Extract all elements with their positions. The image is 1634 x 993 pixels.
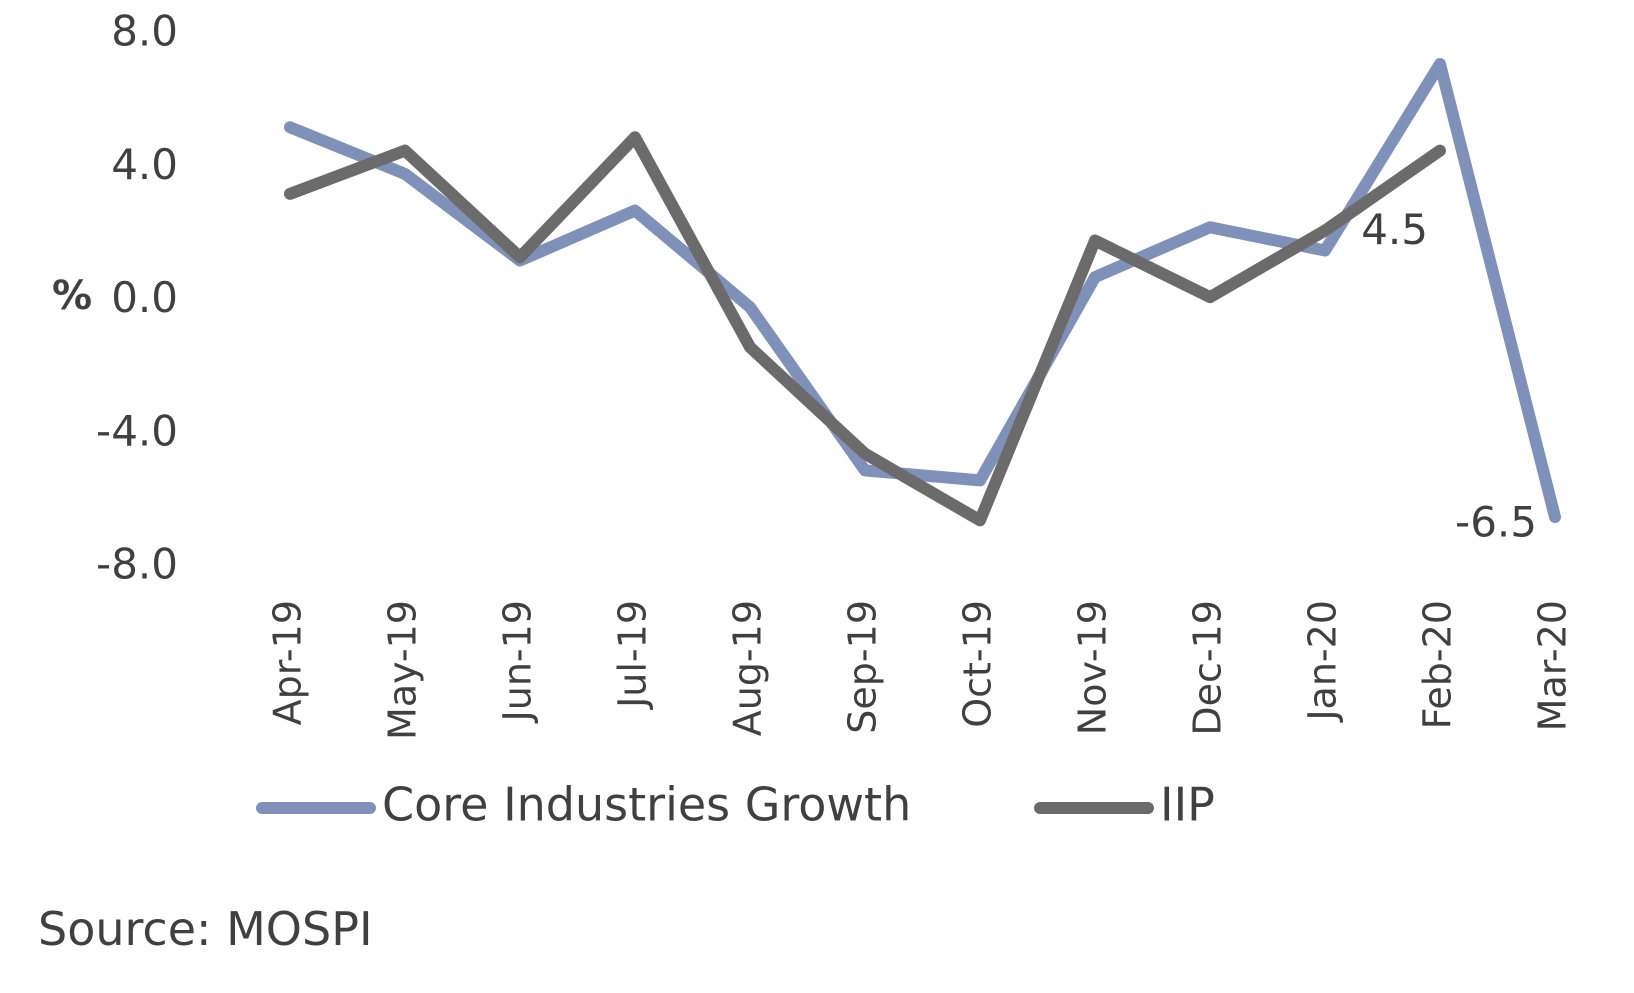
y-axis-label: % [52, 273, 92, 319]
x-tick-label: Jan-20 [1301, 600, 1345, 723]
source-note: Source: MOSPI [38, 902, 373, 956]
x-tick-label: Jul-19 [611, 600, 655, 710]
y-tick-label: 4.0 [111, 140, 178, 189]
y-tick-label: 8.0 [111, 7, 178, 56]
x-tick-label: Mar-20 [1531, 600, 1575, 731]
x-tick-label: Nov-19 [1071, 600, 1115, 735]
x-tick-label: Apr-19 [266, 600, 310, 725]
x-tick-label: Aug-19 [726, 600, 770, 736]
x-tick-label: Oct-19 [956, 600, 1000, 728]
data-labels: 4.5 -6.5 [1361, 205, 1537, 546]
y-axis-ticks: 8.0 4.0 0.0 -4.0 -8.0 [96, 7, 178, 589]
y-tick-label: -4.0 [96, 406, 178, 455]
y-tick-label: -8.0 [96, 540, 178, 589]
data-label: -6.5 [1455, 498, 1537, 547]
legend-label: IIP [1160, 778, 1215, 832]
y-tick-label: 0.0 [111, 273, 178, 322]
series-line-iip [284, 131, 1446, 527]
legend-label: Core Industries Growth [382, 778, 911, 832]
x-tick-label: May-19 [381, 600, 425, 740]
x-tick-label: Sep-19 [841, 600, 885, 734]
x-tick-label: Dec-19 [1186, 600, 1230, 736]
data-label: 4.5 [1361, 205, 1428, 254]
x-tick-label: Feb-20 [1416, 600, 1460, 729]
series-lines [284, 57, 1561, 527]
x-axis-ticks: Apr-19 May-19 Jun-19 Jul-19 Aug-19 Sep-19 Oct-… [266, 600, 1575, 740]
legend: Core Industries Growth IIP [256, 778, 1215, 832]
x-tick-label: Jun-19 [496, 600, 540, 723]
series-line-core-industries-growth [284, 57, 1561, 524]
